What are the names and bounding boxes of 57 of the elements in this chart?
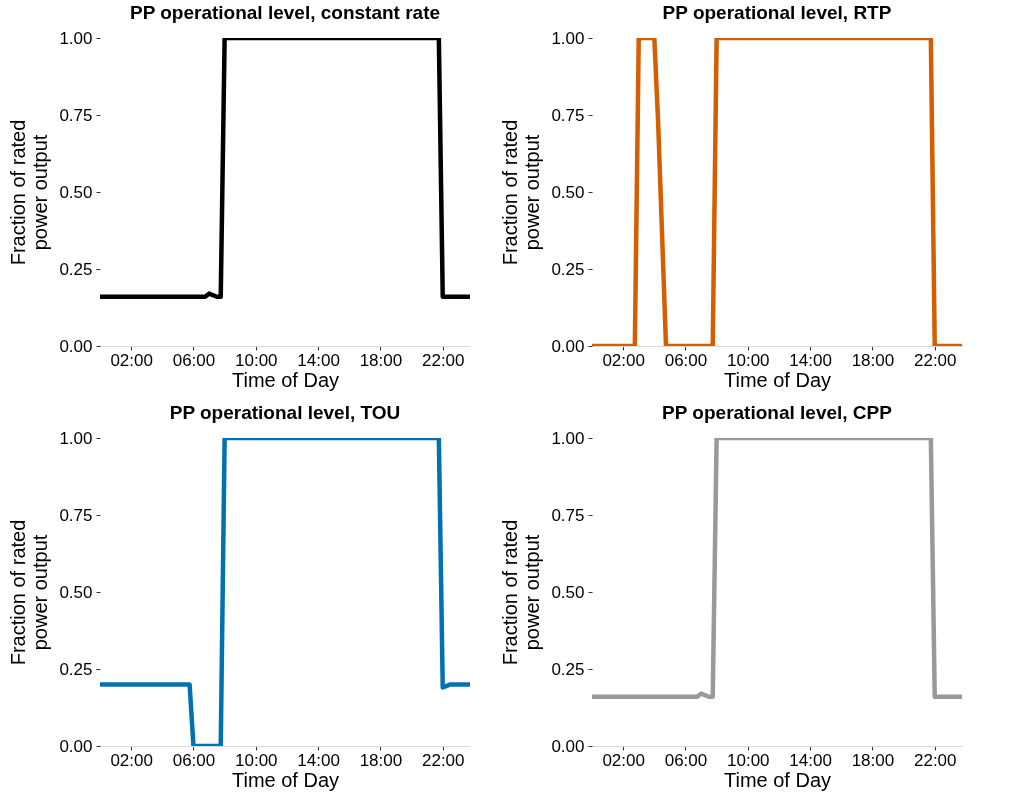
y-tick-label: 0.25 [551,659,585,679]
x-axis-title: Time of Day [723,768,832,791]
x-tick-label: 18:00 [359,750,403,770]
y-tick-label: 0.75 [59,105,93,125]
x-tick-label: 06:00 [172,350,216,370]
x-tick-label: 10:00 [235,350,278,370]
y-tick-label: 0.25 [551,259,585,279]
y-axis-title: Fraction of rated power output [499,519,544,666]
chart-title: PP operational level, RTP [662,2,892,23]
y-tick-label: 0.50 [59,582,93,602]
x-tick-label: 22:00 [421,750,465,770]
y-tick-label: 1.00 [59,28,93,48]
y-axis-title: Fraction of rated power output [7,119,52,266]
x-tick-label: 22:00 [913,750,957,770]
y-tick-label: 0.75 [551,505,585,525]
x-tick-label: 18:00 [851,750,895,770]
x-tick-label: 22:00 [421,350,465,370]
y-tick-label: 1.00 [551,28,585,48]
x-tick-label: 06:00 [664,350,708,370]
chart-title: PP operational level, TOU [169,402,401,423]
x-axis-title: Time of Day [723,368,832,391]
x-tick-label: 02:00 [602,750,645,770]
x-tick-label: 10:00 [727,750,770,770]
y-tick-label: 0.50 [551,582,585,602]
y-tick-label: 0.75 [551,105,585,125]
y-tick-label: 0.00 [551,736,585,756]
x-tick-label: 22:00 [913,350,957,370]
x-tick-label: 06:00 [172,750,216,770]
y-tick-label: 1.00 [59,428,93,448]
x-tick-label: 02:00 [110,750,153,770]
x-tick-label: 02:00 [110,350,153,370]
y-tick-label: 0.25 [59,259,93,279]
x-tick-label: 14:00 [789,750,832,770]
x-tick-label: 02:00 [602,350,645,370]
x-tick-label: 18:00 [359,350,403,370]
x-tick-label: 14:00 [297,350,340,370]
y-tick-label: 0.50 [59,182,93,202]
y-tick-label: 0.25 [59,659,93,679]
y-tick-label: 0.50 [551,182,585,202]
chart-title: PP operational level, constant rate [129,2,441,23]
y-tick-label: 0.00 [59,736,93,756]
chart-title: PP operational level, CPP [662,402,893,423]
x-tick-label: 10:00 [235,750,278,770]
x-axis-title: Time of Day [231,768,340,791]
x-tick-label: 06:00 [664,750,708,770]
y-tick-label: 0.75 [59,505,93,525]
x-tick-label: 14:00 [297,750,340,770]
x-tick-label: 14:00 [789,350,832,370]
y-axis-title: Fraction of rated power output [7,519,52,666]
y-axis-title: Fraction of rated power output [499,119,544,266]
y-tick-label: 0.00 [551,336,585,356]
x-axis-title: Time of Day [231,368,340,391]
x-tick-label: 18:00 [851,350,895,370]
y-tick-label: 0.00 [59,336,93,356]
x-tick-label: 10:00 [727,350,770,370]
line-series [100,438,470,746]
y-tick-label: 1.00 [551,428,585,448]
